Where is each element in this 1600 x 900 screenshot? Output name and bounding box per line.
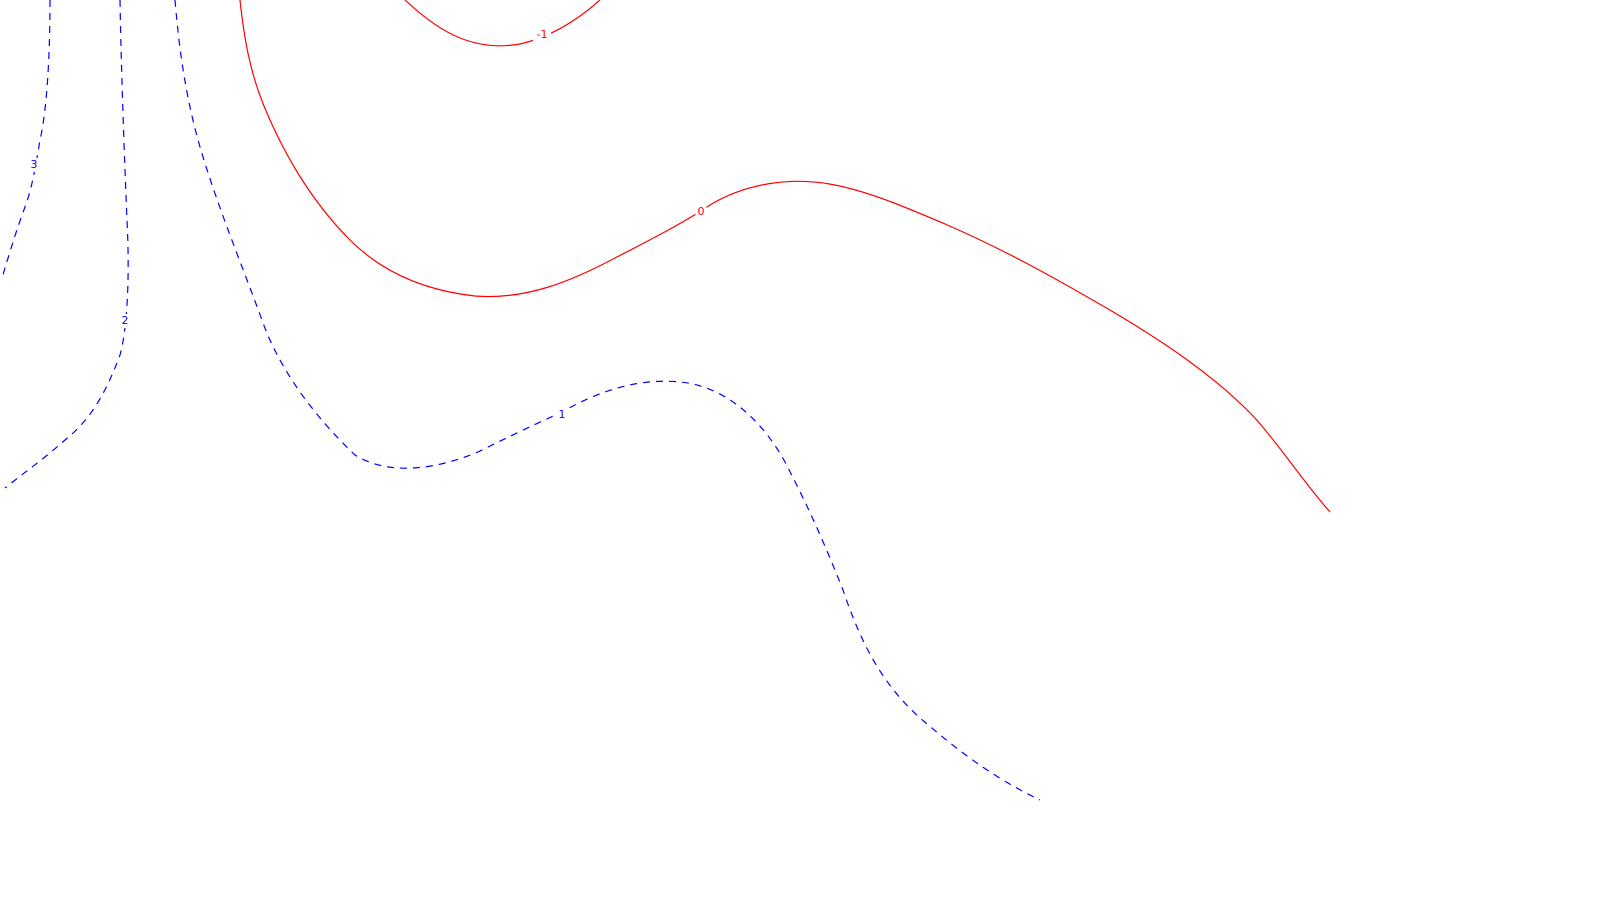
- contour-label-background: [556, 408, 568, 422]
- contour-label-background: [119, 314, 131, 328]
- contour-line-level-0: [239, 0, 1331, 513]
- contour-label-level-2: 2: [122, 314, 129, 327]
- contour-label-level-1: 1: [559, 408, 566, 421]
- contour-label-background: [28, 158, 40, 172]
- contour-label-level-3: 3: [31, 158, 38, 171]
- contour-line-level--1: [404, 0, 601, 47]
- contour-label-level--1: -1: [537, 28, 548, 41]
- contour-label-background: [695, 205, 707, 219]
- contour-labels: -1 0 1 2 3: [28, 28, 707, 422]
- contour-label-background: [533, 28, 551, 42]
- contour-line-level-1: [174, 0, 1041, 801]
- contour-line-level-2: [4, 0, 129, 489]
- contour-line-level-3: [1, 0, 51, 279]
- contour-lines: [1, 0, 1331, 801]
- contour-label-level-0: 0: [698, 205, 705, 218]
